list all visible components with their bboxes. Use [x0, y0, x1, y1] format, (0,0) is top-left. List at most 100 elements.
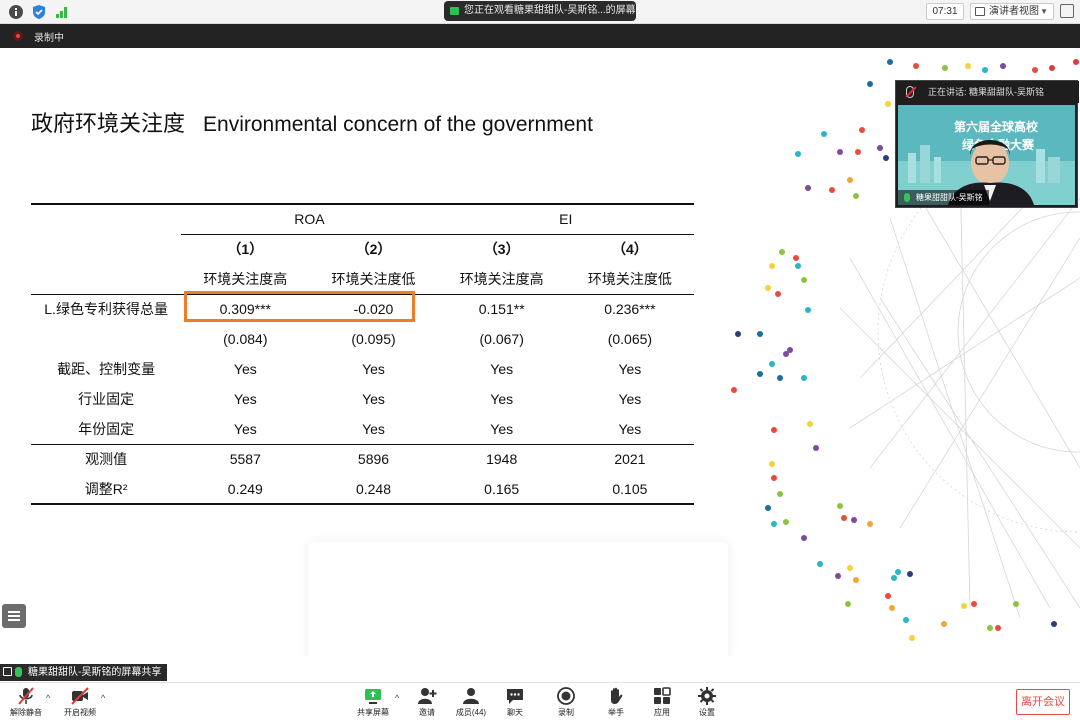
table-cell: (0.084): [223, 331, 268, 347]
invite-label: 邀请: [419, 708, 435, 717]
slide-title: 政府环境关注度 Environmental concern of the gove…: [31, 106, 593, 138]
view-mode-dropdown[interactable]: 演讲者视图 ▼: [970, 3, 1054, 20]
settings-button[interactable]: 设置: [683, 686, 731, 720]
table-row: 年份固定 Yes Yes Yes Yes: [31, 414, 694, 445]
leave-meeting-button[interactable]: 离开会议: [1016, 689, 1070, 715]
screen-share-label-text: 糖果甜甜队-吴斯铭的屏幕共享: [28, 667, 162, 678]
col-number: （1）: [227, 241, 264, 258]
row-label: 年份固定: [31, 414, 182, 445]
table-colnum-row: （1） （2） （3） （4）: [31, 234, 694, 264]
highlight-box: [184, 291, 415, 322]
audio-options-caret[interactable]: ^: [46, 693, 51, 703]
record-icon: [556, 686, 576, 706]
shield-icon[interactable]: [31, 4, 47, 20]
col-label: 环境关注度高: [181, 264, 310, 295]
meeting-toolbar: 解除静音 ^ 开启视频 ^ 共享屏幕 ^ 邀请 成员(4: [0, 682, 1080, 720]
row-label: L.绿色专利获得总量: [44, 301, 168, 318]
grid-view-icon: [975, 7, 985, 16]
table-cell: Yes: [181, 414, 310, 445]
signal-icon[interactable]: [54, 4, 70, 20]
group-header-ei: EI: [437, 203, 694, 235]
speaker-video-panel[interactable]: 正在讲话: 糖果甜甜队-吴斯铭 第六届全球高校 绿色金融大赛: [895, 80, 1079, 208]
table-row: 观测值 5587 5896 1948 2021: [31, 444, 694, 474]
record-button[interactable]: 录制: [542, 686, 590, 720]
unmute-button[interactable]: 解除静音: [2, 686, 50, 720]
table-cell: 0.236***: [604, 301, 656, 318]
table-cell: 0.151**: [478, 301, 525, 318]
apps-label: 应用: [654, 708, 670, 717]
table-cell: -0.020: [353, 301, 394, 318]
table-cell: 1948: [486, 451, 518, 468]
table-cell: Yes: [490, 361, 514, 377]
record-label: 录制: [558, 708, 574, 717]
share-screen-icon: [363, 686, 383, 706]
table-cell: Yes: [618, 361, 642, 377]
speaking-indicator: 正在讲话: 糖果甜甜队-吴斯铭: [896, 81, 1079, 103]
col-number: （3）: [483, 241, 520, 258]
recording-icon: [13, 31, 23, 41]
mic-icon: [904, 193, 910, 202]
banner-line1: 第六届全球高校: [954, 119, 1039, 134]
apps-icon: [652, 686, 672, 706]
table-cell: Yes: [233, 391, 257, 407]
row-label: 行业固定: [78, 391, 135, 407]
table-cell: (0.095): [351, 331, 396, 347]
fullscreen-icon[interactable]: [1060, 4, 1074, 18]
members-icon: [461, 686, 481, 706]
gear-icon: [697, 686, 717, 706]
share-screen-label: 共享屏幕: [357, 708, 389, 717]
screen-share-label: 糖果甜甜队-吴斯铭的屏幕共享: [0, 664, 168, 681]
meeting-timer: 07:31: [926, 3, 964, 20]
top-bar: 您正在观看糖果甜甜队-吴斯铭...的屏幕 ⋯ 07:31 演讲者视图 ▼: [0, 0, 1080, 24]
info-icon[interactable]: [8, 4, 24, 20]
chat-icon: [505, 686, 525, 706]
slide-title-en: Environmental concern of the government: [203, 113, 593, 136]
col-number: （4）: [611, 241, 648, 258]
raise-hand-button[interactable]: 举手: [592, 686, 640, 720]
table-cell: Yes: [309, 414, 438, 445]
row-label: 观测值: [85, 451, 128, 468]
mic-muted-icon: [16, 686, 36, 706]
table-row: (0.084) (0.095) (0.067) (0.065): [31, 324, 694, 354]
start-video-button[interactable]: 开启视频: [56, 686, 104, 720]
start-video-label: 开启视频: [64, 708, 96, 717]
table-row: 调整R² 0.249 0.248 0.165 0.105: [31, 474, 694, 505]
group-header-roa: ROA: [181, 203, 438, 235]
chat-label: 聊天: [507, 708, 523, 717]
table-cell: (0.067): [479, 331, 524, 347]
apps-button[interactable]: 应用: [638, 686, 686, 720]
share-options-caret[interactable]: ^: [395, 693, 400, 703]
table-cell: Yes: [233, 361, 257, 377]
slide-decoration: [731, 59, 1080, 641]
members-label: 成员(44): [455, 708, 487, 717]
chat-button[interactable]: 聊天: [491, 686, 539, 720]
table-cell: 0.165: [437, 474, 566, 505]
col-label: 环境关注度高: [437, 264, 566, 295]
table-cell: Yes: [362, 361, 385, 377]
screen-icon: [3, 667, 12, 676]
screen-share-notice[interactable]: 您正在观看糖果甜甜队-吴斯铭...的屏幕 ⋯: [444, 1, 636, 21]
table-cell: 0.309***: [219, 301, 271, 318]
view-mode-label: 演讲者视图: [989, 6, 1039, 17]
table-cell: Yes: [565, 414, 694, 445]
col-label: 环境关注度低: [309, 264, 438, 295]
table-cell: Yes: [490, 391, 514, 407]
more-options-button[interactable]: ⋯: [620, 5, 630, 16]
unmute-label: 解除静音: [10, 708, 42, 717]
members-button[interactable]: 成员(44): [447, 686, 495, 720]
table-cell: Yes: [362, 391, 385, 407]
table-cell: Yes: [618, 391, 642, 407]
row-label: 截距、控制变量: [57, 361, 156, 377]
video-options-caret[interactable]: ^: [101, 693, 106, 703]
invite-button[interactable]: 邀请: [403, 686, 451, 720]
speaker-video: 第六届全球高校 绿色金融大赛 糖果甜甜队-吴斯铭: [898, 105, 1075, 205]
share-screen-button[interactable]: 共享屏幕: [349, 686, 397, 720]
table-cell: (0.065): [607, 331, 653, 347]
table-cell: 0.249: [181, 474, 310, 505]
list-menu-icon[interactable]: [2, 604, 26, 628]
table-row: 截距、控制变量 Yes Yes Yes Yes: [31, 354, 694, 384]
slide-title-cn: 政府环境关注度: [31, 111, 186, 136]
share-notice-text: 您正在观看糖果甜甜队-吴斯铭...的屏幕: [464, 5, 636, 16]
table-cell: 5896: [357, 451, 390, 468]
